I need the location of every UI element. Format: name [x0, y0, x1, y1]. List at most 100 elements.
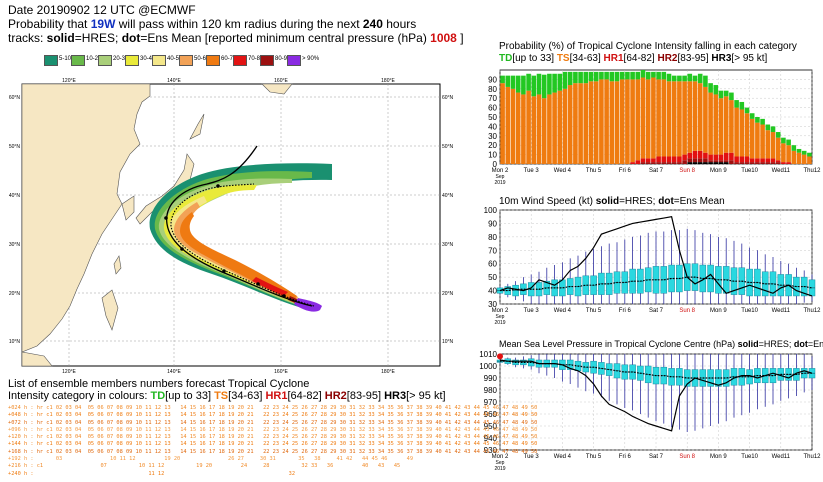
bar-ts	[505, 86, 511, 164]
bar-td	[749, 113, 755, 119]
bar-ts	[791, 150, 797, 164]
lon-label: 160°E	[274, 369, 288, 375]
bar-ts	[703, 86, 708, 153]
y-tick-label: 40	[488, 122, 497, 131]
track-probability-swath	[149, 163, 332, 312]
track-probability-map: 120°E 120°E 140°E 140°E 160°E 160°E 180°E 180°E…	[9, 78, 454, 375]
bar-ts	[640, 77, 646, 159]
bar-td	[500, 75, 505, 84]
lon-label: 140°E	[167, 78, 181, 84]
legend-ts-range: [34-63]	[569, 53, 601, 64]
bar-td	[619, 71, 625, 80]
tracks-caption: tracks: solid=HRES; dot=Ens Mean [report…	[8, 31, 464, 45]
y-tick-label: 100	[484, 206, 498, 215]
bar-hr3	[718, 162, 724, 164]
solid-label: solid	[46, 31, 75, 45]
bar-ts	[567, 85, 573, 164]
track-point	[180, 247, 184, 251]
bar-td	[599, 71, 604, 80]
x-tick-label: Tue10	[741, 454, 758, 460]
wind-title-text: 10m Wind Speed (kt)	[499, 196, 596, 207]
bar-hr2	[692, 158, 698, 163]
wind-title-text: =Ens Mean	[673, 196, 725, 207]
bar-hr2	[640, 162, 646, 164]
bar-td	[510, 75, 516, 89]
bar-ts	[536, 94, 542, 164]
bar-hr1	[786, 162, 791, 164]
bar-hr1	[775, 160, 781, 163]
bar-ts	[770, 132, 776, 159]
bar-hr1	[760, 158, 765, 163]
x-tick-label: Mon 2	[492, 168, 509, 174]
x-tick-label: Mon 9	[710, 308, 727, 314]
bar-ts	[765, 130, 771, 159]
bar-td	[807, 152, 812, 157]
bar-hr1	[692, 150, 698, 159]
y-tick-label: 940	[484, 434, 498, 443]
bar-ts	[552, 92, 557, 164]
bar-ts	[692, 81, 698, 151]
legend-hr3-range: [> 95 kt]	[731, 53, 768, 64]
bar-ts	[739, 109, 745, 157]
legend-hr1: HR1	[603, 53, 624, 64]
bar-hr2	[703, 158, 708, 163]
x-tick-label: Sep	[496, 460, 505, 466]
legend-swatch	[71, 55, 85, 66]
bar-td	[697, 73, 703, 84]
bar-ts	[619, 79, 625, 164]
ensemble-row: +120 h : hr c1 02 03 04 05 06 07 08 09 1…	[8, 434, 538, 441]
x-tick-label: Wed11	[772, 168, 791, 174]
y-tick-label: 60	[488, 260, 497, 269]
ens-mean-line	[500, 276, 813, 292]
bar-td	[729, 92, 734, 101]
ensemble-row: +144 h : hr c1 02 03 04 05 06 07 08 09 1…	[8, 441, 538, 448]
legend-swatch	[233, 55, 247, 66]
x-tick-label: Thu 5	[586, 168, 602, 174]
legend-label: 60-70	[221, 56, 237, 62]
bar-td	[552, 73, 557, 93]
bar-ts	[760, 124, 765, 159]
bar-td	[630, 71, 635, 80]
bar-hr1	[697, 150, 703, 159]
legend-label: 30-40	[140, 56, 156, 62]
caption-text: Probability that	[8, 17, 91, 31]
lat-label: 30°N	[442, 242, 454, 248]
bar-td	[739, 101, 745, 110]
bar-hr2	[697, 158, 703, 163]
lat-label: 20°N	[442, 291, 454, 297]
x-tick-label: Thu12	[803, 308, 821, 314]
bar-hr2	[718, 160, 724, 163]
bar-hr2	[770, 162, 776, 164]
legend-ts: TS	[556, 53, 570, 64]
bar-td	[692, 75, 698, 82]
legend-hr3: HR3	[711, 53, 732, 64]
sakhalin-island	[189, 113, 205, 140]
bar-hr1	[770, 158, 776, 163]
category-hr2: HR2	[324, 390, 347, 402]
bar-td	[718, 90, 724, 99]
bar-hr2	[682, 160, 687, 164]
x-tick-label: 2019	[494, 180, 505, 186]
ensemble-row: +216 h : c1 07 10 11 12 19 20 24 28 32 3…	[8, 463, 401, 470]
bar-td	[723, 90, 729, 97]
bar-td	[505, 75, 511, 87]
bar-hr3	[708, 162, 713, 164]
lon-label: 120°E	[62, 369, 76, 375]
bar-td	[583, 71, 589, 84]
legend-hr2: HR2	[657, 53, 678, 64]
ensemble-row: +072 h : hr c1 02 03 04 05 06 07 08 09 1…	[8, 419, 538, 426]
bar-hr3	[713, 162, 719, 164]
bar-ts	[531, 96, 537, 164]
y-tick-label: 80	[488, 233, 497, 242]
bar-hr2	[713, 160, 719, 163]
bar-hr1	[630, 162, 635, 164]
y-tick-label: 80	[488, 85, 497, 94]
y-tick-label: 950	[484, 422, 498, 431]
bar-td	[521, 75, 526, 95]
bar-td	[666, 73, 672, 82]
bar-td	[614, 71, 620, 82]
category-hr3-range: [> 95 kt]	[406, 390, 446, 402]
bar-td	[588, 71, 594, 82]
bar-ts	[614, 81, 620, 164]
bar-td	[526, 73, 531, 91]
